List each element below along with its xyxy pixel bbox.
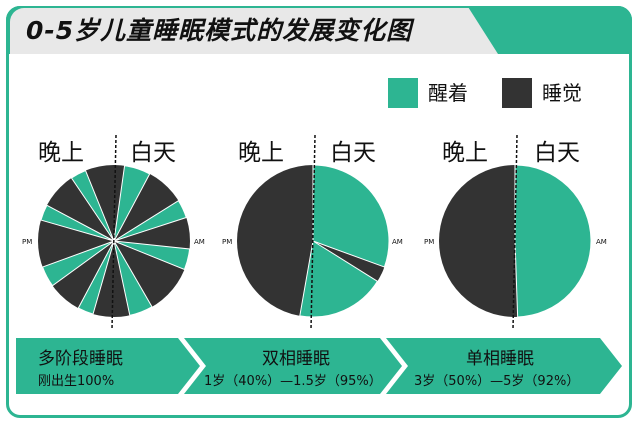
- pm-label: PM: [222, 238, 232, 246]
- stage-name-1: 多阶段睡眠: [38, 349, 123, 369]
- awake-wedge: [299, 240, 379, 318]
- clock-labels-3: 晚上 白天 PM AM: [424, 140, 607, 246]
- awake-wedge: [113, 240, 153, 316]
- legend-label-awake: 醒着: [428, 81, 468, 105]
- sleep-pie-1: [38, 134, 191, 330]
- awake-wedge: [113, 200, 187, 242]
- day-label: 白天: [534, 140, 580, 166]
- awake-wedge: [113, 240, 191, 271]
- day-night-divider: [310, 134, 316, 330]
- day-label: 白天: [130, 140, 176, 166]
- am-label: AM: [194, 238, 205, 246]
- stage-name-3: 单相睡眠: [466, 349, 534, 369]
- am-label: AM: [392, 238, 403, 246]
- stage-detail-1: 刚出生100%: [38, 374, 115, 389]
- legend: 醒着 睡觉: [388, 78, 618, 108]
- awake-wedge: [113, 165, 151, 242]
- awake-wedge: [514, 164, 592, 318]
- title-tab: [10, 8, 498, 54]
- awake-wedge: [70, 169, 115, 242]
- day-night-divider: [512, 134, 518, 330]
- day-label: 白天: [330, 140, 376, 166]
- sleep-pie-3: [439, 134, 592, 330]
- stage-name-2: 双相睡眠: [262, 349, 330, 369]
- sleep-pie-2: [237, 134, 390, 330]
- clock-labels-1: 晚上 白天 PM AM: [22, 140, 205, 246]
- night-label: 晚上: [38, 140, 84, 166]
- night-label: 晚上: [238, 140, 284, 166]
- am-label: AM: [596, 238, 607, 246]
- clock-labels-2: 晚上 白天 PM AM: [222, 140, 403, 246]
- pm-label: PM: [22, 238, 32, 246]
- legend-swatch-asleep: [502, 78, 532, 108]
- awake-wedge: [77, 240, 115, 315]
- day-night-divider: [111, 134, 117, 330]
- page-title: 0-5岁儿童睡眠模式的发展变化图: [26, 16, 413, 45]
- legend-swatch-awake: [388, 78, 418, 108]
- awake-wedge: [41, 240, 115, 287]
- awake-wedge: [40, 204, 115, 242]
- night-label: 晚上: [442, 140, 488, 166]
- legend-label-asleep: 睡觉: [542, 81, 582, 105]
- pm-label: PM: [424, 238, 434, 246]
- stage-detail-2: 1岁（40%）—1.5岁（95%）: [204, 374, 382, 389]
- stage-detail-3: 3岁（50%）—5岁（92%）: [414, 374, 580, 389]
- awake-wedge: [312, 164, 390, 268]
